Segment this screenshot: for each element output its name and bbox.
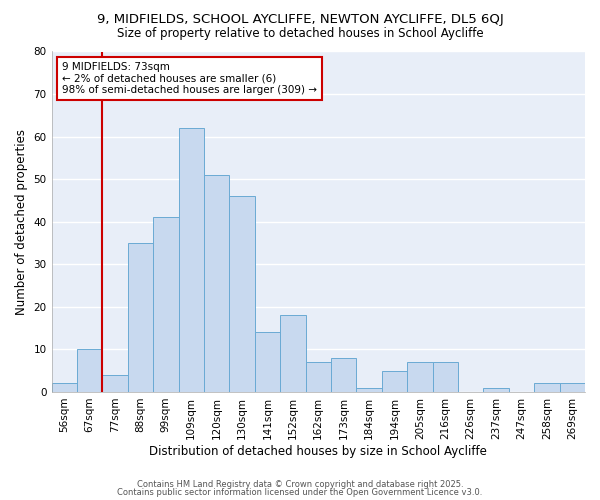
Text: Contains public sector information licensed under the Open Government Licence v3: Contains public sector information licen… bbox=[118, 488, 482, 497]
Bar bbox=[103, 375, 128, 392]
Bar bbox=[255, 332, 280, 392]
Text: Size of property relative to detached houses in School Aycliffe: Size of property relative to detached ho… bbox=[116, 28, 484, 40]
Bar bbox=[356, 388, 382, 392]
Bar bbox=[433, 362, 458, 392]
Bar bbox=[331, 358, 356, 392]
Bar bbox=[77, 350, 103, 392]
Bar bbox=[153, 218, 179, 392]
Bar bbox=[280, 316, 305, 392]
Bar bbox=[534, 384, 560, 392]
Bar bbox=[382, 370, 407, 392]
Text: 9 MIDFIELDS: 73sqm
← 2% of detached houses are smaller (6)
98% of semi-detached : 9 MIDFIELDS: 73sqm ← 2% of detached hous… bbox=[62, 62, 317, 95]
Bar bbox=[305, 362, 331, 392]
Bar bbox=[52, 384, 77, 392]
X-axis label: Distribution of detached houses by size in School Aycliffe: Distribution of detached houses by size … bbox=[149, 444, 487, 458]
Text: Contains HM Land Registry data © Crown copyright and database right 2025.: Contains HM Land Registry data © Crown c… bbox=[137, 480, 463, 489]
Bar bbox=[407, 362, 433, 392]
Y-axis label: Number of detached properties: Number of detached properties bbox=[15, 128, 28, 314]
Bar bbox=[128, 243, 153, 392]
Bar bbox=[229, 196, 255, 392]
Text: 9, MIDFIELDS, SCHOOL AYCLIFFE, NEWTON AYCLIFFE, DL5 6QJ: 9, MIDFIELDS, SCHOOL AYCLIFFE, NEWTON AY… bbox=[97, 12, 503, 26]
Bar bbox=[179, 128, 204, 392]
Bar bbox=[560, 384, 585, 392]
Bar bbox=[484, 388, 509, 392]
Bar bbox=[204, 175, 229, 392]
